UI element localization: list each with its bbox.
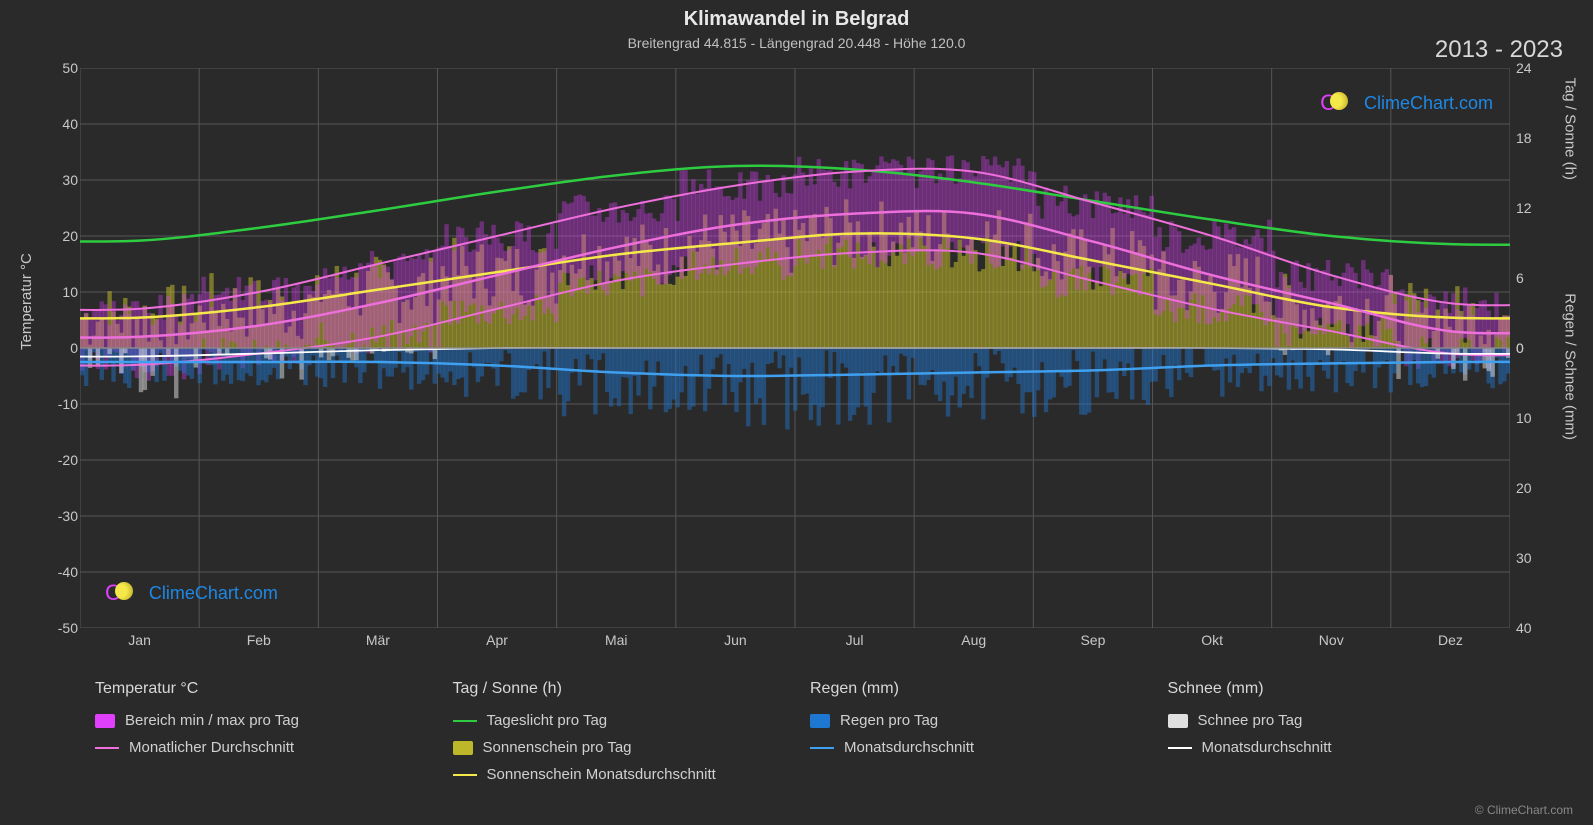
x-tick: Aug (961, 632, 986, 648)
legend-label: Sonnenschein pro Tag (483, 739, 632, 756)
legend: Temperatur °C Bereich min / max pro Tag Mo… (95, 680, 1525, 793)
y-left-tick-labels: -50-40-30-20-1001020304050 (48, 68, 78, 628)
legend-item: Regen pro Tag (810, 712, 1168, 729)
watermark-logo-bottom: C ClimeChart.com (105, 580, 278, 606)
logo-icon: C (1320, 90, 1336, 116)
legend-item: Sonnenschein Monatsdurchschnitt (453, 766, 811, 783)
y-left-tick: 20 (62, 228, 78, 244)
y-left-tick: -30 (58, 508, 78, 524)
legend-line-icon (95, 747, 119, 749)
y-right-bot-tick-labels: 010203040 (1516, 348, 1546, 628)
y-left-tick: 10 (62, 284, 78, 300)
legend-label: Schnee pro Tag (1198, 712, 1303, 729)
legend-label: Regen pro Tag (840, 712, 938, 729)
y-right-top-tick-labels: 06121824 (1516, 68, 1546, 348)
x-tick: Jan (128, 632, 151, 648)
y-right-bot-tick: 10 (1516, 410, 1532, 426)
legend-label: Tageslicht pro Tag (487, 712, 608, 729)
y-right-bot-tick: 20 (1516, 480, 1532, 496)
legend-column: Schnee (mm) Schnee pro Tag Monatsdurchschn… (1168, 680, 1526, 793)
y-right-bot-axis-title: Regen / Schnee (mm) (1562, 293, 1579, 440)
legend-item: Monatlicher Durchschnitt (95, 739, 453, 756)
legend-swatch-icon (95, 714, 115, 728)
logo-text: ClimeChart.com (149, 583, 278, 604)
legend-swatch-icon (1168, 714, 1188, 728)
y-right-top-tick: 18 (1516, 130, 1532, 146)
x-tick: Jun (724, 632, 747, 648)
y-left-tick: -20 (58, 452, 78, 468)
legend-line-icon (1168, 747, 1192, 749)
legend-label: Monatlicher Durchschnitt (129, 739, 294, 756)
logo-text: ClimeChart.com (1364, 93, 1493, 114)
y-left-tick: 40 (62, 116, 78, 132)
legend-item: Tageslicht pro Tag (453, 712, 811, 729)
copyright-text: © ClimeChart.com (1475, 803, 1573, 817)
x-tick: Mai (605, 632, 628, 648)
legend-item: Sonnenschein pro Tag (453, 739, 811, 756)
legend-column: Regen (mm) Regen pro Tag Monatsdurchschnit… (810, 680, 1168, 793)
chart-subtitle: Breitengrad 44.815 - Längengrad 20.448 -… (0, 31, 1593, 51)
legend-line-icon (810, 747, 834, 749)
x-tick: Sep (1080, 632, 1105, 648)
chart-title: Klimawandel in Belgrad (0, 0, 1593, 31)
legend-item: Monatsdurchschnitt (1168, 739, 1526, 756)
legend-header: Tag / Sonne (h) (453, 680, 811, 698)
y-right-bot-tick: 0 (1516, 340, 1524, 356)
legend-line-icon (453, 774, 477, 776)
legend-column: Temperatur °C Bereich min / max pro Tag Mo… (95, 680, 453, 793)
y-left-tick: -10 (58, 396, 78, 412)
y-left-tick: 50 (62, 60, 78, 76)
x-tick: Jul (846, 632, 864, 648)
chart-plot-area (80, 68, 1510, 628)
legend-label: Sonnenschein Monatsdurchschnitt (487, 766, 716, 783)
x-tick: Feb (247, 632, 271, 648)
y-right-top-axis-title: Tag / Sonne (h) (1562, 77, 1579, 180)
y-right-top-tick: 12 (1516, 200, 1532, 216)
legend-label: Monatsdurchschnitt (1202, 739, 1332, 756)
legend-label: Bereich min / max pro Tag (125, 712, 299, 729)
logo-icon: C (105, 580, 121, 606)
watermark-logo-top: C ClimeChart.com (1320, 90, 1493, 116)
x-tick: Mär (366, 632, 390, 648)
legend-column: Tag / Sonne (h) Tageslicht pro Tag Sonnens… (453, 680, 811, 793)
y-right-bot-tick: 40 (1516, 620, 1532, 636)
x-tick: Apr (486, 632, 508, 648)
legend-item: Schnee pro Tag (1168, 712, 1526, 729)
legend-item: Bereich min / max pro Tag (95, 712, 453, 729)
x-tick-labels: Jan Feb Mär Apr Mai Jun Jul Aug Sep Okt Nov Dez (80, 632, 1510, 652)
legend-item: Monatsdurchschnitt (810, 739, 1168, 756)
y-left-tick: 0 (70, 340, 78, 356)
y-right-top-tick: 24 (1516, 60, 1532, 76)
y-left-axis-title: Temperatur °C (18, 253, 35, 350)
y-left-tick: -40 (58, 564, 78, 580)
x-tick: Okt (1201, 632, 1223, 648)
legend-line-icon (453, 720, 477, 722)
y-left-tick: 30 (62, 172, 78, 188)
x-tick: Nov (1319, 632, 1344, 648)
y-left-tick: -50 (58, 620, 78, 636)
legend-header: Temperatur °C (95, 680, 453, 698)
y-right-bot-tick: 30 (1516, 550, 1532, 566)
y-right-top-tick: 6 (1516, 270, 1524, 286)
legend-label: Monatsdurchschnitt (844, 739, 974, 756)
x-tick: Dez (1438, 632, 1463, 648)
legend-swatch-icon (453, 741, 473, 755)
legend-swatch-icon (810, 714, 830, 728)
legend-header: Regen (mm) (810, 680, 1168, 698)
year-range: 2013 - 2023 (1435, 36, 1563, 64)
legend-header: Schnee (mm) (1168, 680, 1526, 698)
